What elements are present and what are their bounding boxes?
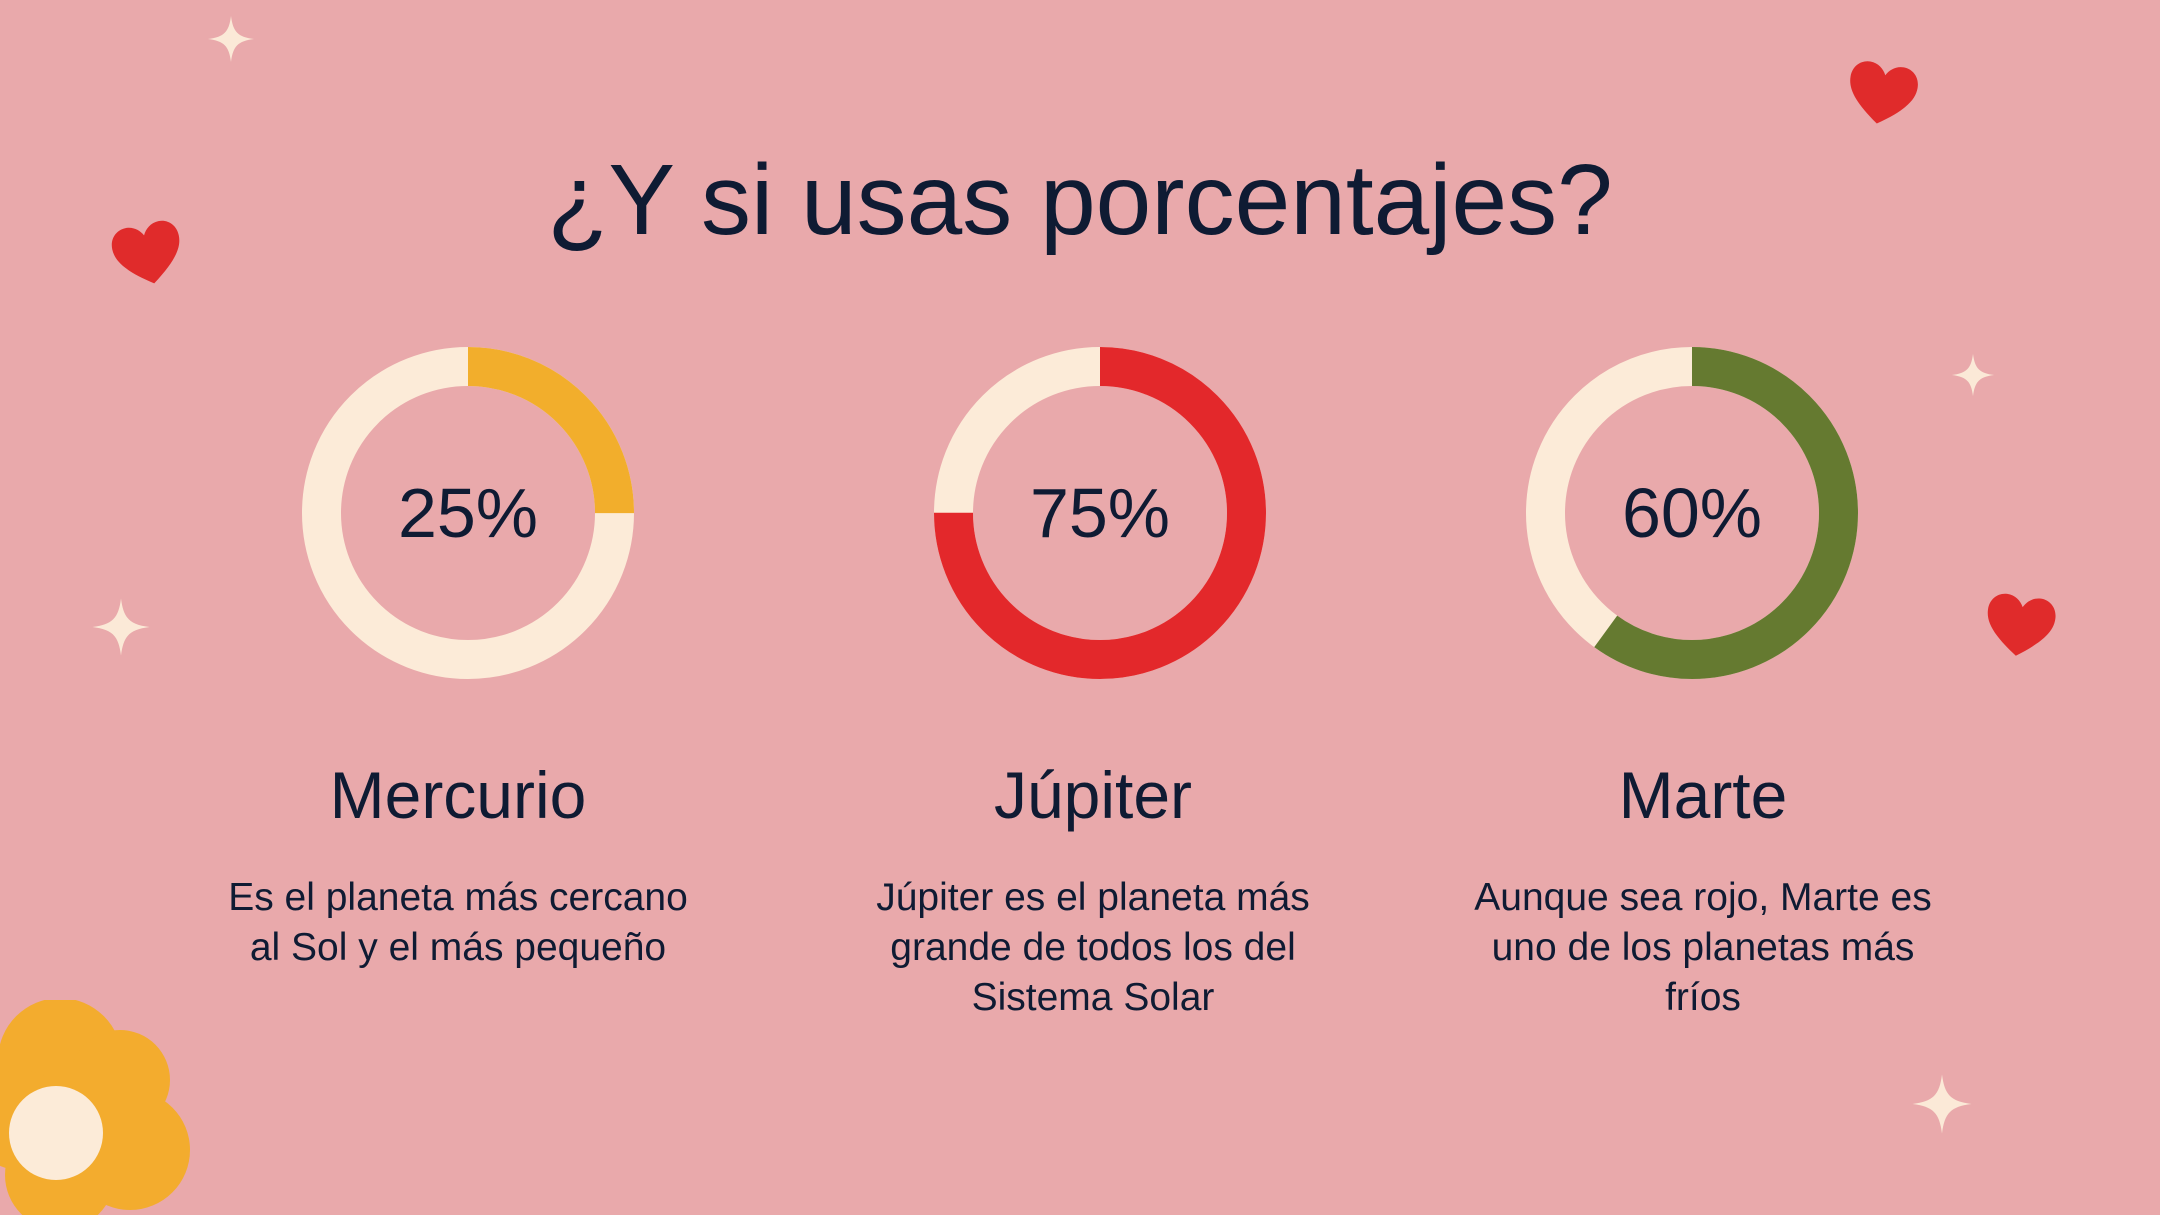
heart-icon xyxy=(111,220,180,284)
heart-icon xyxy=(1987,593,2056,656)
planet-description: Aunque sea rojo, Marte es uno de los pla… xyxy=(1474,876,1932,1019)
planet-name: Mercurio xyxy=(329,758,587,832)
sparkle-icon xyxy=(208,16,254,62)
heart-icon xyxy=(1850,61,1918,124)
planet-name: Júpiter xyxy=(993,758,1193,832)
planet-name: Marte xyxy=(1618,758,1788,832)
donut-arc xyxy=(302,347,634,679)
donut-value-label: 60% xyxy=(1621,474,1763,552)
sparkle-icon xyxy=(1912,1074,1972,1134)
donut-value-label: 75% xyxy=(1029,474,1171,552)
donut-arc xyxy=(934,347,1266,679)
sparkle-icon xyxy=(1951,353,1995,397)
page-title: ¿Y si usas porcentajes? xyxy=(547,144,1613,256)
donut-chart-jupiter: 75% xyxy=(932,345,1268,681)
flower-icon xyxy=(0,1000,190,1215)
planet-description: Júpiter es el planeta más grande de todo… xyxy=(876,876,1310,1019)
donut-chart-marte: 60% xyxy=(1524,345,1860,681)
donut-value-label: 25% xyxy=(397,474,539,552)
donut-chart-mercurio: 25% xyxy=(300,345,636,681)
planet-description: Es el planeta más cercano al Sol y el má… xyxy=(228,876,688,969)
sparkle-icon xyxy=(92,598,150,656)
donut-arc xyxy=(1526,347,1858,679)
